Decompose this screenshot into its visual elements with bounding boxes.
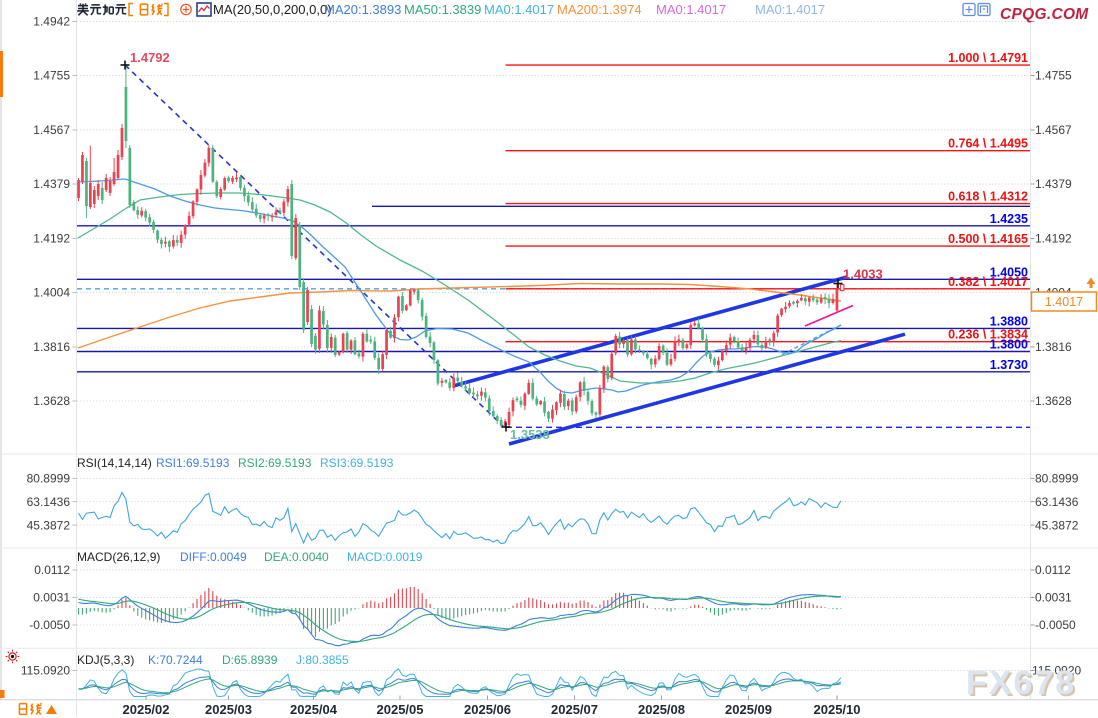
svg-text:1.4033: 1.4033 [843,267,883,282]
svg-text:0.0112: 0.0112 [34,563,70,577]
svg-text:2025/03: 2025/03 [205,702,252,717]
svg-text:1.3628: 1.3628 [33,394,70,408]
svg-text:RSI3:69.5193: RSI3:69.5193 [320,456,394,470]
svg-text:1.4755: 1.4755 [1035,69,1072,83]
svg-text:1.4567: 1.4567 [1035,123,1072,137]
svg-text:0.764 \ 1.4495: 0.764 \ 1.4495 [948,137,1028,151]
svg-text:MA0:1.4017: MA0:1.4017 [656,2,726,17]
svg-text:RSI(14,14,14): RSI(14,14,14) [77,456,152,470]
svg-text:2025/06: 2025/06 [464,702,511,717]
svg-text:1.4017: 1.4017 [1045,295,1083,309]
svg-text:2025/10: 2025/10 [814,702,861,717]
svg-text:1.4567: 1.4567 [33,123,70,137]
svg-text:FX678: FX678 [966,664,1076,702]
svg-text:0.236 \ 1.3834: 0.236 \ 1.3834 [948,328,1028,342]
svg-text:80.8999: 80.8999 [27,472,71,486]
svg-text:MA20:1.3893: MA20:1.3893 [324,2,401,17]
svg-text:1.3880: 1.3880 [990,314,1028,328]
svg-text:1.4942: 1.4942 [33,15,70,29]
svg-text:DEA:0.0040: DEA:0.0040 [264,550,329,564]
svg-text:1.000 \ 1.4791: 1.000 \ 1.4791 [948,51,1028,65]
svg-text:1.3816: 1.3816 [1035,340,1072,354]
svg-text:1.4379: 1.4379 [33,177,70,191]
svg-text:45.3872: 45.3872 [1035,518,1079,532]
svg-text:115.0920: 115.0920 [1032,664,1081,678]
svg-text:63.1436: 63.1436 [1035,495,1079,509]
svg-text:2025/09: 2025/09 [725,702,772,717]
svg-text:1.4235: 1.4235 [990,212,1028,226]
svg-text:-0.0050: -0.0050 [29,618,70,632]
svg-text:D:65.8939: D:65.8939 [222,653,278,667]
svg-text:63.1436: 63.1436 [27,495,71,509]
svg-text:MA200:1.3974: MA200:1.3974 [557,2,642,17]
svg-text:45.3872: 45.3872 [27,518,71,532]
svg-text:RSI2:69.5193: RSI2:69.5193 [238,456,312,470]
svg-text:RSI1:69.5193: RSI1:69.5193 [156,456,230,470]
svg-text:DIFF:0.0049: DIFF:0.0049 [180,550,247,564]
svg-text:0.0031: 0.0031 [33,591,70,605]
svg-text:2025/08: 2025/08 [638,702,685,717]
svg-text:0.0031: 0.0031 [1035,591,1072,605]
svg-text:MACD(26,12,9): MACD(26,12,9) [77,550,160,564]
svg-text:80.8999: 80.8999 [1035,472,1079,486]
svg-text:1.3730: 1.3730 [990,358,1028,372]
svg-text:MACD:0.0019: MACD:0.0019 [347,550,423,564]
svg-text:0.382 \ 1.4017: 0.382 \ 1.4017 [948,275,1028,289]
svg-text:MA0:1.4017: MA0:1.4017 [484,2,554,17]
svg-text:1.4192: 1.4192 [1035,232,1072,246]
svg-text:115.0920: 115.0920 [21,664,70,678]
svg-text:1.3816: 1.3816 [33,340,70,354]
svg-text:MA50:1.3839: MA50:1.3839 [404,2,481,17]
svg-text:0.500 \ 1.4165: 0.500 \ 1.4165 [948,232,1028,246]
svg-text:-0.0050: -0.0050 [1035,618,1076,632]
svg-text:K:70.7244: K:70.7244 [148,653,203,667]
svg-text:1.3628: 1.3628 [1035,394,1072,408]
svg-text:2025/07: 2025/07 [551,702,598,717]
svg-text:0.618 \ 1.4312: 0.618 \ 1.4312 [948,190,1028,204]
svg-text:1.4192: 1.4192 [33,232,70,246]
svg-text:1.4004: 1.4004 [33,286,70,300]
svg-text:MA0:1.4017: MA0:1.4017 [755,2,825,17]
svg-text:2025/04: 2025/04 [290,702,338,717]
svg-text:1.3800: 1.3800 [990,338,1028,352]
svg-text:2025/02: 2025/02 [123,702,170,717]
svg-text:1.4792: 1.4792 [130,50,170,65]
svg-text:CPQG.COM: CPQG.COM [1000,6,1089,23]
svg-text:1.3538: 1.3538 [510,427,550,442]
svg-text:KDJ(5,3,3): KDJ(5,3,3) [77,653,134,667]
svg-text:1.4050: 1.4050 [990,265,1028,279]
svg-text:1.4755: 1.4755 [33,69,70,83]
svg-text:1.4379: 1.4379 [1035,177,1072,191]
svg-text:0.0112: 0.0112 [1035,563,1071,577]
svg-text:MA(20,50,0,200,0,0): MA(20,50,0,200,0,0) [213,2,332,17]
svg-text:J:80.3855: J:80.3855 [296,653,349,667]
svg-text:2025/05: 2025/05 [377,702,424,717]
